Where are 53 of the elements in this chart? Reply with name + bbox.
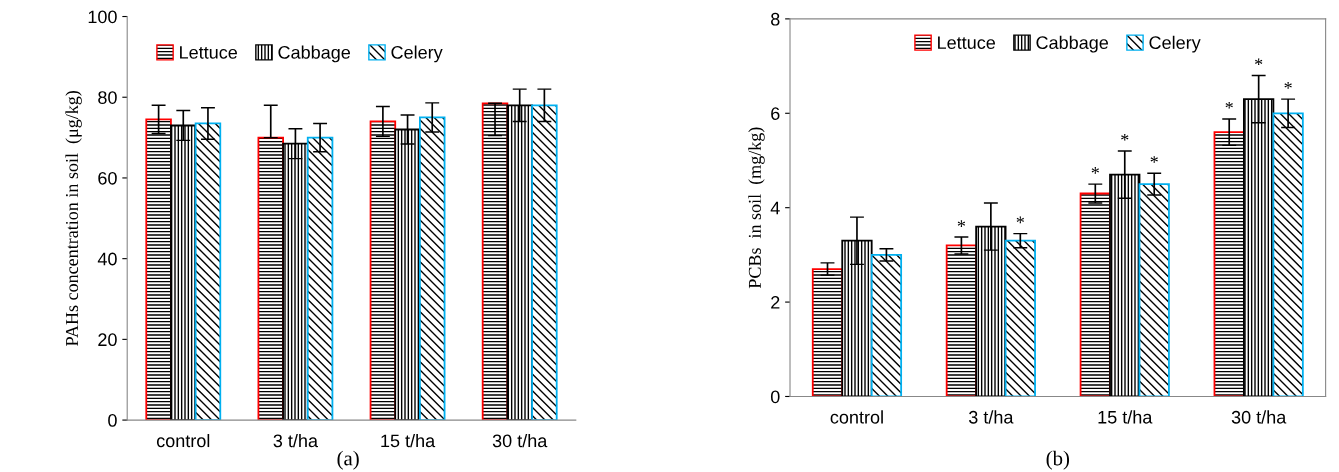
x-tick-label: 15 t/ha — [1098, 410, 1153, 424]
bar — [870, 253, 903, 397]
y-tick-label: 0 — [108, 414, 117, 427]
bar — [1079, 192, 1111, 397]
annotation: * — [1091, 167, 1099, 174]
legend-label: Lettuce — [938, 36, 996, 50]
annotation: * — [1255, 58, 1263, 66]
bar — [531, 104, 558, 421]
y-tick-label: 100 — [88, 10, 117, 24]
y-tick-label: 2 — [771, 296, 780, 309]
bar — [145, 118, 172, 421]
y-tick-label: 40 — [97, 252, 117, 266]
y-axis-title: PAHs concentration in soil (μg/kg) — [65, 90, 82, 346]
bar — [306, 136, 334, 421]
x-tick-label: 3 t/ha — [968, 410, 1014, 424]
x-tick-label: 30 t/ha — [1231, 410, 1287, 424]
y-tick-label: 80 — [98, 91, 117, 104]
x-tick-label: control — [156, 433, 210, 448]
x-tick-label: 3 t/ha — [273, 433, 319, 448]
annotation: * — [1284, 82, 1292, 89]
text: (a) — [337, 450, 359, 470]
y-tick-label: 0 — [770, 390, 780, 404]
bar — [811, 268, 844, 397]
annotation: * — [1225, 101, 1233, 109]
annotation: * — [957, 220, 966, 227]
legend-label: Celery — [1149, 35, 1201, 53]
y-tick-label: 60 — [98, 171, 117, 185]
x-tick-label: 15 t/ha — [381, 433, 436, 448]
annotation: * — [1016, 216, 1024, 224]
legend-label: Cabbage — [1036, 35, 1109, 53]
annotation: * — [1150, 156, 1158, 163]
bar — [1213, 131, 1245, 397]
y-axis-title: PCBs in soil (mg/kg) — [748, 127, 765, 289]
bar — [257, 136, 284, 421]
legend-label: Celery — [391, 45, 443, 63]
y-tick-label: 20 — [98, 333, 117, 347]
bar — [945, 244, 978, 397]
annotation: * — [1121, 133, 1129, 141]
bar — [194, 122, 222, 421]
y-tick-label: 6 — [771, 107, 780, 120]
bar — [481, 102, 509, 421]
bar — [1272, 112, 1304, 397]
bar — [369, 120, 397, 421]
y-tick-label: 8 — [771, 12, 780, 26]
y-tick-label: 4 — [770, 201, 780, 215]
x-tick-label: control — [830, 410, 883, 424]
legend-label: Lettuce — [180, 46, 237, 59]
legend-label: Cabbage — [278, 45, 351, 63]
x-tick-label: 30 t/ha — [492, 433, 548, 448]
bar — [1138, 183, 1170, 397]
text: (b) — [1046, 450, 1070, 470]
bar — [1004, 239, 1036, 397]
bar — [418, 116, 446, 421]
